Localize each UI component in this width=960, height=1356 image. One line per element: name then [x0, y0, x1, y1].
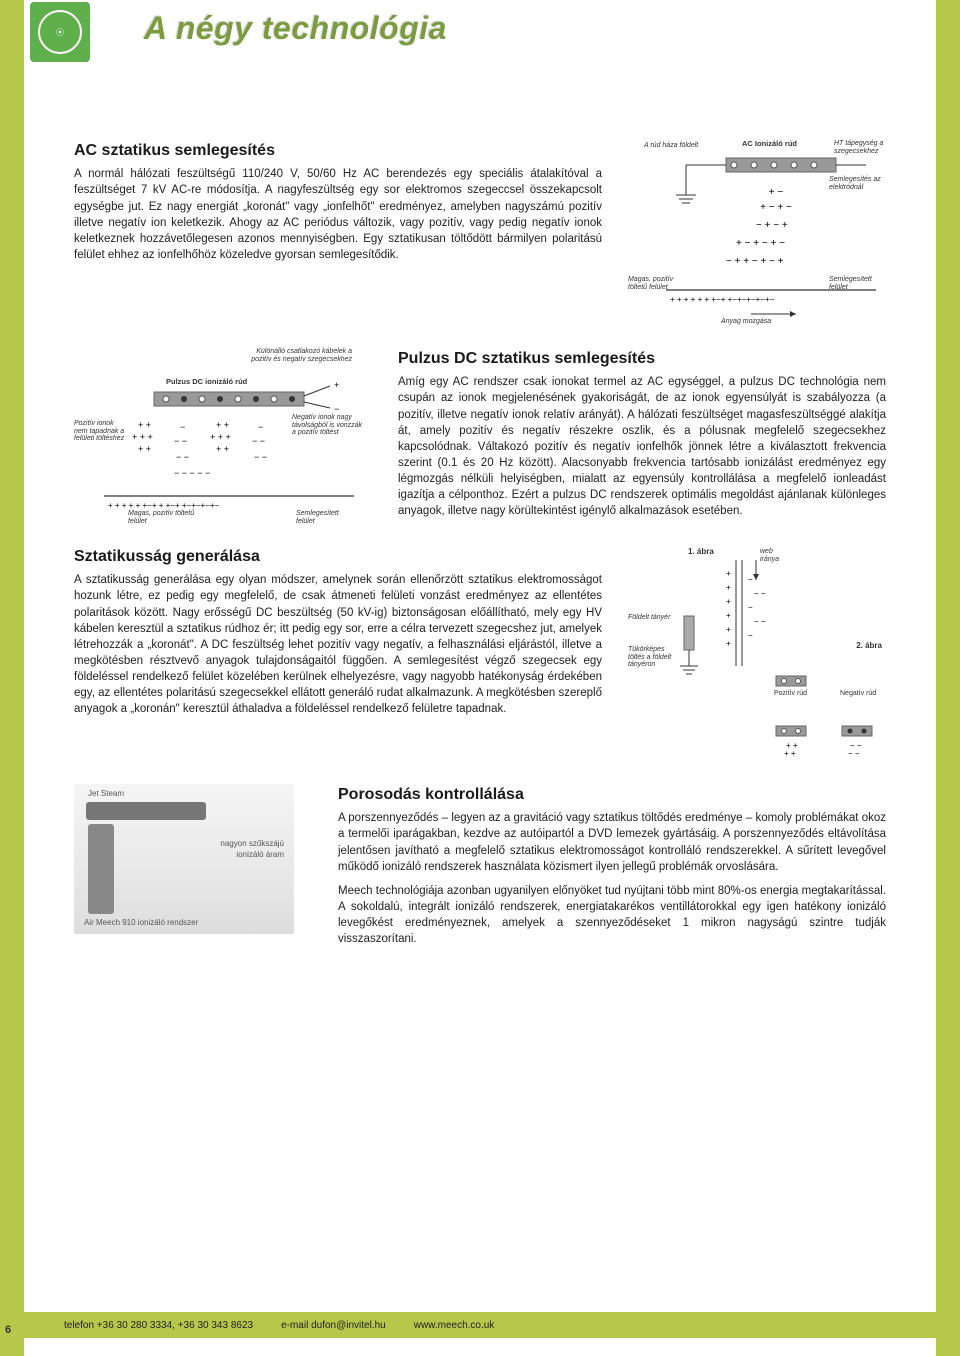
- footer-email: e-mail dufon@invitel.hu: [281, 1320, 386, 1331]
- pulse-heading: Pulzus DC sztatikus semlegesítés: [398, 348, 886, 370]
- ac-heading: AC sztatikus semlegesítés: [74, 140, 602, 162]
- svg-text:+ − + −: + − + −: [760, 202, 792, 213]
- ac-diagram-svg: + − + − + − − + − + + − + − + − − + + − …: [626, 140, 886, 330]
- pulse-text-col: Pulzus DC sztatikus semlegesítés Amíg eg…: [398, 348, 886, 528]
- ac-lbl-housing: A rúd háza földelt: [644, 142, 704, 150]
- ac-lbl-neutral-el: Semlegesítés az elektródnál: [829, 176, 884, 191]
- ac-lbl-move: Anyag mozgása: [721, 318, 771, 326]
- gen-lbl-fig1: 1. ábra: [688, 548, 714, 557]
- gen-lbl-fig2: 2. ábra: [856, 642, 882, 651]
- footer-web: www.meech.co.uk: [414, 1320, 495, 1331]
- page-header: ⦿ A négy technológia: [24, 0, 936, 80]
- gen-diagram: + + + + + + − − − − − − −: [626, 546, 886, 766]
- ac-text-col: AC sztatikus semlegesítés A normál hálóz…: [74, 140, 602, 330]
- svg-text:+ +: + +: [784, 749, 796, 758]
- svg-text:+ +: + +: [138, 444, 151, 454]
- ac-body: A normál hálózati feszültségű 110/240 V,…: [74, 166, 602, 263]
- gen-lbl-negrod: Negatív rúd: [840, 690, 876, 698]
- svg-text:+ + + + + +−+ + +−+ +−+−+−+−: + + + + + +−+ + +−+ +−+−+−+−: [108, 501, 220, 510]
- page-title: A négy technológia: [144, 10, 447, 47]
- svg-text:−: −: [334, 404, 339, 414]
- svg-text:+ +: + +: [216, 444, 229, 454]
- svg-text:+ + + + + + +−+ +−+−+−+−+−: + + + + + + +−+ +−+−+−+−+−: [670, 295, 775, 304]
- gen-lbl-web: web iránya: [760, 548, 790, 563]
- svg-text:+: +: [726, 583, 731, 592]
- content-area: AC sztatikus semlegesítés A normál hálóz…: [24, 80, 936, 993]
- svg-text:− −: − −: [176, 452, 189, 462]
- jet-lbl-hp: nagyon szűkszájú ionizáló áram: [204, 838, 284, 860]
- svg-text:− − − − −: − − − − −: [174, 468, 210, 478]
- gen-text-col: Sztatikusság generálása A sztatikusság g…: [74, 546, 602, 766]
- por-body1: A porszennyeződés – legyen az a gravitác…: [338, 810, 886, 874]
- svg-text:+: +: [726, 625, 731, 634]
- pulse-lbl-neutral: Semlegesített felület: [296, 510, 356, 525]
- svg-text:− −: − −: [754, 589, 766, 598]
- svg-text:+ + +: + + +: [210, 432, 231, 442]
- svg-text:− −: − −: [848, 749, 860, 758]
- svg-text:− −: − −: [174, 436, 187, 446]
- svg-text:+: +: [726, 611, 731, 620]
- svg-text:−: −: [748, 631, 753, 640]
- svg-text:+ −: + −: [769, 187, 784, 198]
- ac-diagram: + − + − + − − + − + + − + − + − − + + − …: [626, 140, 886, 330]
- svg-text:+ +: + +: [216, 420, 229, 430]
- jet-title: Jet Steam: [88, 788, 124, 799]
- row-pulse: + − + + + + + + + + + + + + + + − − − − …: [74, 348, 886, 528]
- gen-lbl-mirror: Tükörképes töltés a földelt tányéron: [628, 646, 680, 669]
- svg-text:+: +: [726, 597, 731, 606]
- footer-phone: telefon +36 30 280 3334, +36 30 343 8623: [64, 1320, 253, 1331]
- pulse-lbl-highpos: Magas, pozitív töltetű felület: [128, 510, 198, 525]
- svg-text:− −: − −: [252, 436, 265, 446]
- svg-text:+: +: [726, 569, 731, 578]
- pulse-diagram: + − + + + + + + + + + + + + + + − − − − …: [74, 348, 374, 528]
- jetsteam-image: Jet Steam nagyon szűkszájú ionizáló áram…: [74, 784, 294, 934]
- gen-heading: Sztatikusság generálása: [74, 546, 602, 568]
- svg-text:+ +: + +: [138, 420, 151, 430]
- page-footer: telefon +36 30 280 3334, +36 30 343 8623…: [24, 1312, 936, 1338]
- svg-text:−: −: [748, 603, 753, 612]
- ac-lbl-ht: HT tápegység a szegecsekhez: [834, 140, 884, 155]
- pulse-lbl-cables: Különálló csatlakozó kábelek a pozitív é…: [242, 348, 352, 363]
- svg-text:− + + − + − +: − + + − + − +: [726, 256, 784, 267]
- svg-text:−: −: [258, 422, 263, 432]
- svg-text:−: −: [748, 575, 753, 584]
- page: ⦿ A négy technológia AC sztatikus semleg…: [24, 0, 936, 1356]
- svg-text:− −: − −: [254, 452, 267, 462]
- pulse-lbl-bar: Pulzus DC ionizáló rúd: [166, 378, 247, 386]
- row-por: Jet Steam nagyon szűkszájú ionizáló áram…: [74, 784, 886, 955]
- por-text-col: Porosodás kontrollálása A porszennyeződé…: [338, 784, 886, 955]
- gen-lbl-posrod: Pozitív rúd: [774, 690, 807, 698]
- svg-text:+ − + − + −: + − + − + −: [736, 238, 785, 249]
- svg-text:+ + +: + + +: [132, 432, 153, 442]
- svg-text:+: +: [334, 380, 339, 390]
- por-heading: Porosodás kontrollálása: [338, 784, 886, 806]
- por-body2: Meech technológiája azonban ugyanilyen e…: [338, 883, 886, 947]
- jetsteam-col: Jet Steam nagyon szűkszájú ionizáló áram…: [74, 784, 314, 955]
- gen-lbl-plate: Földelt tányér: [628, 614, 672, 622]
- pulse-body: Amíg egy AC rendszer csak ionokat termel…: [398, 374, 886, 519]
- row-gen: Sztatikusság generálása A sztatikusság g…: [74, 546, 886, 766]
- svg-text:− −: − −: [754, 617, 766, 626]
- svg-text:+: +: [726, 639, 731, 648]
- ac-lbl-highpos: Magas, pozitív töltetű felület: [628, 276, 686, 291]
- gen-body: A sztatikusság generálása egy olyan móds…: [74, 572, 602, 717]
- svg-text:−: −: [180, 422, 185, 432]
- pulse-lbl-neg: Negatív ionok nagy távolságból is vonzzá…: [292, 414, 366, 437]
- page-number: 6: [0, 1324, 18, 1336]
- logo: ⦿: [30, 2, 90, 62]
- ac-lbl-neutral-surf: Semlegesített felület: [829, 276, 884, 291]
- svg-text:− + − +: − + − +: [756, 220, 788, 231]
- jet-lbl-meech: Air Meech 910 ionizáló rendszer: [84, 917, 198, 928]
- ac-lbl-bar: AC Ionizáló rúd: [742, 140, 797, 148]
- pulse-lbl-pos: Pozitív ionok nem tapadnak a felületi tö…: [74, 420, 128, 443]
- logo-icon: ⦿: [38, 10, 82, 54]
- row-ac: AC sztatikus semlegesítés A normál hálóz…: [74, 140, 886, 330]
